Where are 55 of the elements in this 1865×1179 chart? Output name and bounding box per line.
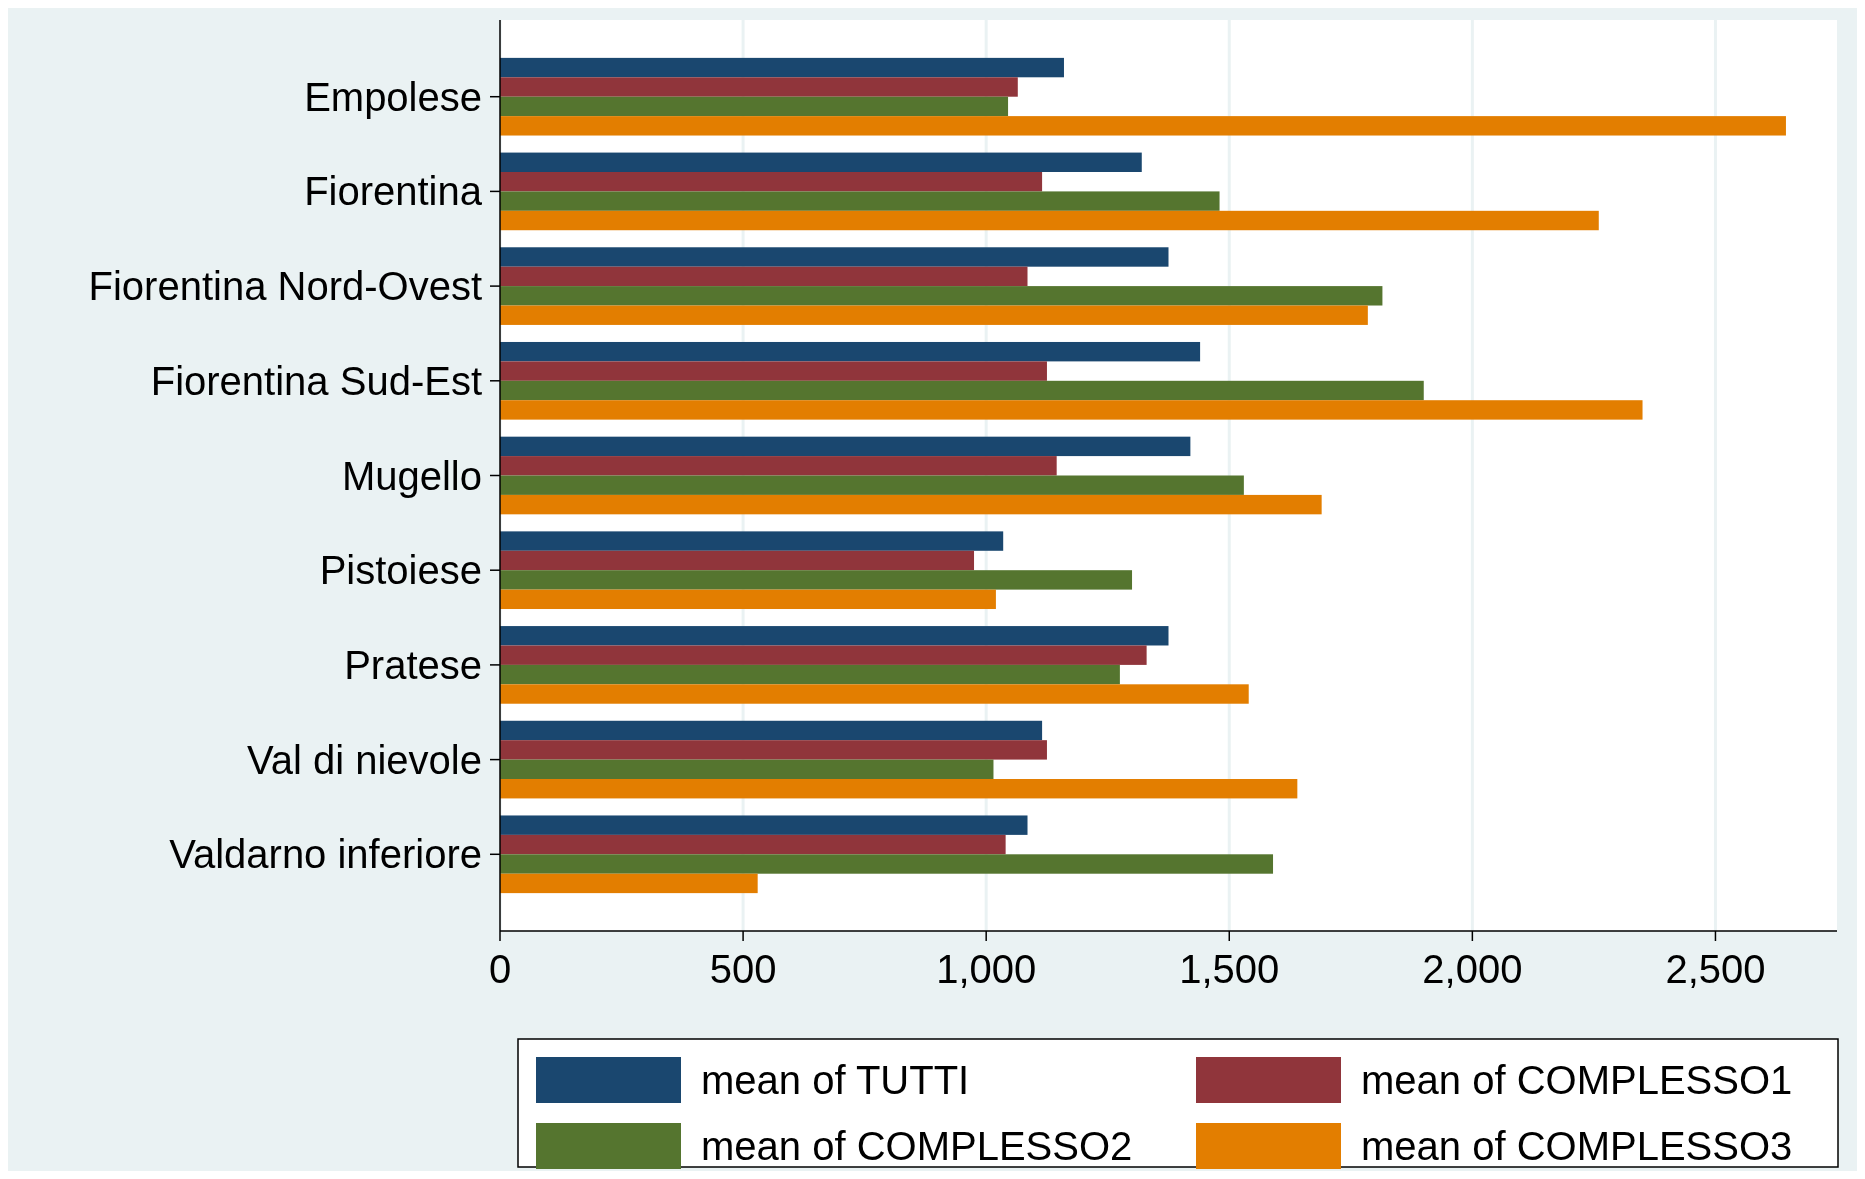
bar bbox=[500, 720, 1043, 741]
bar bbox=[500, 210, 1599, 231]
bar bbox=[500, 834, 1006, 855]
x-tick-label: 0 bbox=[488, 947, 512, 991]
bar bbox=[500, 664, 1120, 685]
y-tick-label: Mugello bbox=[341, 453, 482, 498]
x-tick-label: 2,500 bbox=[1665, 947, 1766, 991]
bar bbox=[500, 152, 1142, 172]
bar bbox=[500, 361, 1047, 381]
bar bbox=[500, 436, 1191, 457]
bar bbox=[500, 341, 1201, 362]
bar bbox=[500, 171, 1043, 192]
y-tick-label: Val di nievole bbox=[247, 737, 482, 782]
bar bbox=[500, 759, 994, 780]
bar bbox=[500, 589, 996, 610]
bar bbox=[500, 626, 1169, 646]
legend-label: mean of COMPLESSO2 bbox=[701, 1124, 1133, 1168]
bar bbox=[500, 400, 1643, 420]
y-tick-label: Pratese bbox=[344, 642, 482, 687]
bar bbox=[500, 873, 758, 894]
bar bbox=[500, 380, 1424, 401]
bar bbox=[500, 77, 1018, 97]
bar bbox=[500, 815, 1028, 835]
bar bbox=[500, 779, 1298, 799]
bar bbox=[500, 570, 1133, 590]
bar bbox=[500, 475, 1244, 495]
bar bbox=[500, 116, 1786, 136]
y-tick-label: Fiorentina Nord-Ovest bbox=[88, 264, 482, 309]
legend-label: mean of COMPLESSO3 bbox=[1361, 1124, 1793, 1168]
bar bbox=[500, 684, 1249, 704]
bar bbox=[500, 550, 975, 571]
x-tick-label: 2,000 bbox=[1422, 947, 1523, 991]
y-tick-label: Fiorentina bbox=[304, 169, 483, 214]
bar bbox=[500, 286, 1383, 306]
bar bbox=[500, 854, 1274, 874]
bar bbox=[500, 247, 1169, 267]
bar bbox=[500, 494, 1322, 515]
x-tick-label: 500 bbox=[709, 947, 777, 991]
bar bbox=[500, 456, 1057, 476]
bar bbox=[500, 740, 1047, 760]
x-tick-label: 1,500 bbox=[1179, 947, 1280, 991]
bar bbox=[500, 305, 1368, 325]
bar bbox=[500, 96, 1009, 117]
y-tick-label: Empolese bbox=[304, 74, 482, 119]
x-tick-label: 1,000 bbox=[936, 947, 1037, 991]
legend-label: mean of TUTTI bbox=[701, 1058, 970, 1102]
legend-label: mean of COMPLESSO1 bbox=[1361, 1058, 1793, 1102]
bar bbox=[500, 531, 1004, 551]
bar bbox=[500, 645, 1147, 665]
bar bbox=[500, 57, 1064, 78]
y-tick-label: Valdarno inferiore bbox=[169, 832, 482, 877]
bar bbox=[500, 191, 1220, 211]
y-tick-label: Fiorentina Sud-Est bbox=[150, 358, 482, 403]
bar bbox=[500, 266, 1028, 287]
y-tick-label: Pistoiese bbox=[319, 548, 482, 593]
